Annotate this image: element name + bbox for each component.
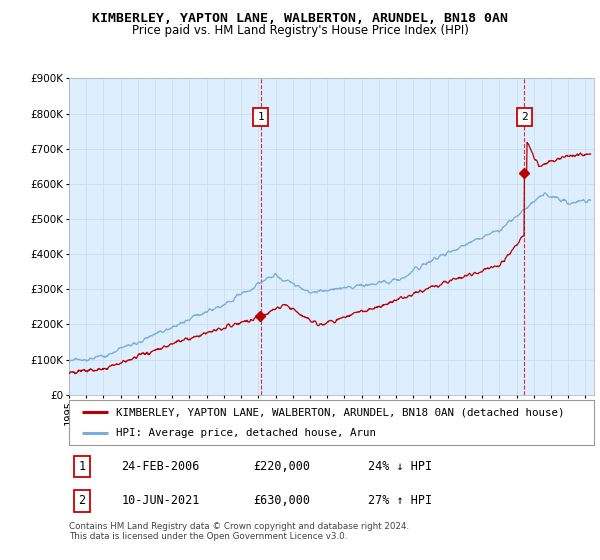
Text: 10-JUN-2021: 10-JUN-2021 [121,494,200,507]
Text: Price paid vs. HM Land Registry's House Price Index (HPI): Price paid vs. HM Land Registry's House … [131,24,469,37]
Text: 1: 1 [257,112,264,122]
Text: KIMBERLEY, YAPTON LANE, WALBERTON, ARUNDEL, BN18 0AN (detached house): KIMBERLEY, YAPTON LANE, WALBERTON, ARUND… [116,408,565,418]
Text: 2: 2 [79,494,86,507]
Text: £220,000: £220,000 [253,460,310,473]
Text: HPI: Average price, detached house, Arun: HPI: Average price, detached house, Arun [116,428,376,438]
Text: 24-FEB-2006: 24-FEB-2006 [121,460,200,473]
Text: 1: 1 [79,460,86,473]
Text: 24% ↓ HPI: 24% ↓ HPI [368,460,433,473]
Text: 2: 2 [521,112,527,122]
Text: 27% ↑ HPI: 27% ↑ HPI [368,494,433,507]
Text: KIMBERLEY, YAPTON LANE, WALBERTON, ARUNDEL, BN18 0AN: KIMBERLEY, YAPTON LANE, WALBERTON, ARUND… [92,12,508,25]
Text: Contains HM Land Registry data © Crown copyright and database right 2024.
This d: Contains HM Land Registry data © Crown c… [69,522,409,542]
Text: £630,000: £630,000 [253,494,310,507]
